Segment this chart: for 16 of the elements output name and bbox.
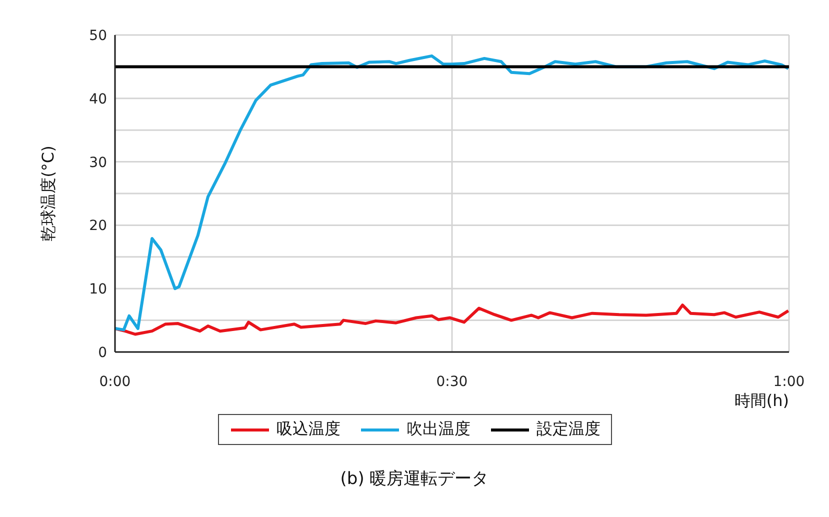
legend-label: 吸込温度 <box>276 419 340 440</box>
y-axis-title: 乾球温度(°C) <box>38 146 58 242</box>
x-tick-label: 1:00 <box>773 374 805 390</box>
legend-label: 設定温度 <box>536 419 600 440</box>
x-axis-title: 時間(h) <box>734 391 789 410</box>
y-tick-label: 50 <box>89 28 107 44</box>
x-tick-label: 0:00 <box>99 374 131 390</box>
y-tick-label: 0 <box>98 345 107 361</box>
y-tick-label: 30 <box>89 154 107 171</box>
y-tick-label: 20 <box>89 218 107 234</box>
y-tick-label: 10 <box>89 282 107 298</box>
text: (b) 暖房運転データ <box>339 468 490 490</box>
line-series <box>115 304 789 336</box>
legend-label: 吹出温度 <box>406 419 470 440</box>
x-tick-label: 0:30 <box>436 374 468 390</box>
y-tick-label: 40 <box>89 91 107 108</box>
